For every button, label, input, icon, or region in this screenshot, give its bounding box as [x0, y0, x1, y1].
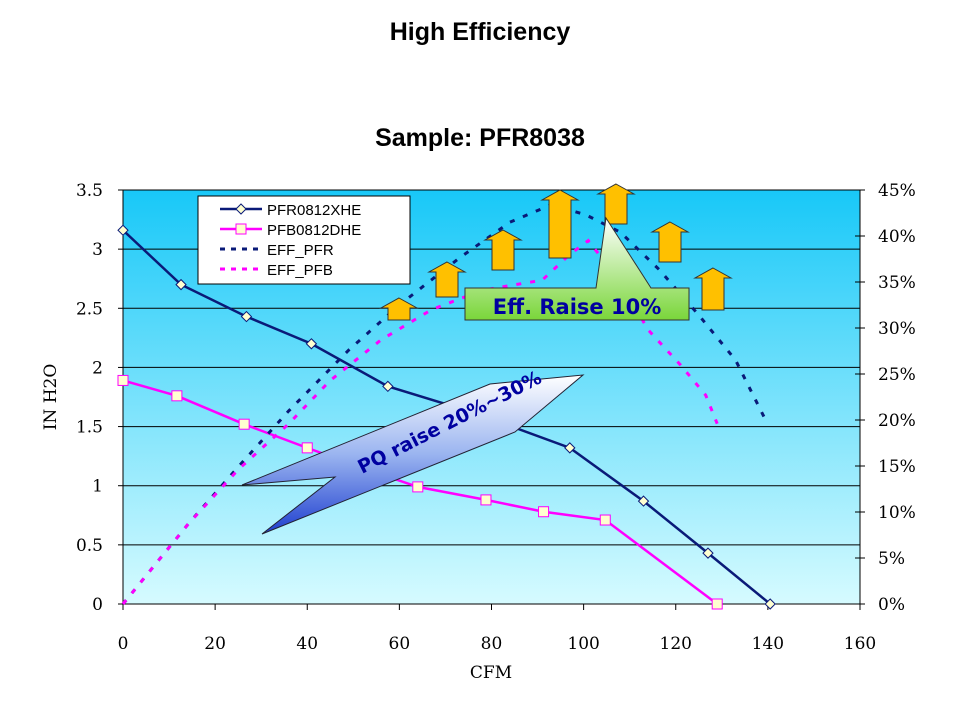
- data-point: [238, 418, 250, 430]
- y-tick-label: 1.5: [76, 418, 103, 438]
- x-tick-label: 100: [567, 634, 599, 654]
- y2-tick-label: 10%: [878, 503, 916, 523]
- y-tick-label: 1: [92, 477, 103, 497]
- data-point: [171, 390, 183, 402]
- up-arrow-icon: [596, 183, 636, 225]
- y2-tick-label: 25%: [878, 365, 916, 385]
- data-point: [637, 495, 650, 507]
- data-point: [305, 338, 318, 350]
- up-arrow-icon: [379, 297, 419, 321]
- data-point: [711, 598, 723, 610]
- up-arrow-icon: [693, 267, 733, 311]
- legend-pfr0812xhe: PFR0812XHE: [267, 202, 361, 219]
- y2-tick-label: 45%: [878, 181, 916, 201]
- data-point: [117, 224, 129, 236]
- data-point: [564, 442, 576, 454]
- y2-tick-label: 5%: [878, 549, 905, 569]
- x-tick-label: 0: [118, 634, 129, 654]
- data-point: [599, 514, 611, 526]
- up-arrows: [379, 183, 733, 321]
- data-point: [382, 380, 394, 393]
- eff-raise-callout: Eff. Raise 10%: [464, 216, 690, 321]
- x-tick-label: 120: [660, 634, 692, 654]
- data-point: [240, 310, 253, 323]
- y2-tick-label: 30%: [878, 319, 916, 339]
- x-tick-label: 80: [481, 634, 503, 654]
- y-tick-label: 2: [92, 358, 103, 378]
- data-point: [764, 598, 776, 610]
- legend-eff-pfb: EFF_PFB: [267, 262, 333, 279]
- y2-tick-label: 40%: [878, 227, 916, 247]
- y-axis-label: IN H2O: [41, 364, 61, 431]
- up-arrow-icon: [650, 221, 690, 263]
- up-arrow-icon: [427, 261, 467, 298]
- legend-eff-pfr: EFF_PFR: [267, 242, 334, 259]
- x-axis-label: CFM: [470, 663, 512, 683]
- y-tick-label: 0.5: [76, 536, 103, 556]
- data-point: [538, 506, 550, 518]
- y2-tick-label: 0%: [878, 595, 905, 615]
- data-point: [117, 374, 129, 386]
- data-point: [412, 481, 424, 493]
- legend-pfb0812dhe: PFB0812DHE: [267, 222, 361, 239]
- series-line-pfr0812xhe: [122, 229, 771, 605]
- y2-tick-label: 35%: [878, 273, 916, 293]
- y2-tick-label: 15%: [878, 457, 916, 477]
- x-tick-label: 160: [844, 634, 876, 654]
- data-point: [702, 547, 714, 559]
- data-point: [301, 442, 313, 454]
- up-arrow-icon: [483, 229, 523, 271]
- y2-tick-label: 20%: [878, 411, 916, 431]
- eff-raise-label: Eff. Raise 10%: [493, 295, 662, 319]
- y-tick-label: 3.5: [76, 181, 103, 201]
- data-point: [175, 278, 187, 291]
- up-arrow-icon: [540, 189, 580, 259]
- chart-title: Sample: PFR8038: [375, 124, 585, 152]
- x-tick-label: 60: [389, 634, 411, 654]
- x-tick-label: 40: [296, 634, 318, 654]
- data-point: [480, 494, 492, 506]
- page-title: High Efficiency: [389, 18, 571, 46]
- y-tick-label: 3: [92, 240, 103, 260]
- y-tick-label: 2.5: [76, 299, 103, 319]
- series-line-eff_pfb: [121, 238, 719, 605]
- legend: PFR0812XHE PFB0812DHE EFF_PFR EFF_PFB: [197, 195, 411, 285]
- y-tick-label: 0: [92, 595, 103, 615]
- x-tick-label: 140: [752, 634, 784, 654]
- x-tick-label: 20: [204, 634, 226, 654]
